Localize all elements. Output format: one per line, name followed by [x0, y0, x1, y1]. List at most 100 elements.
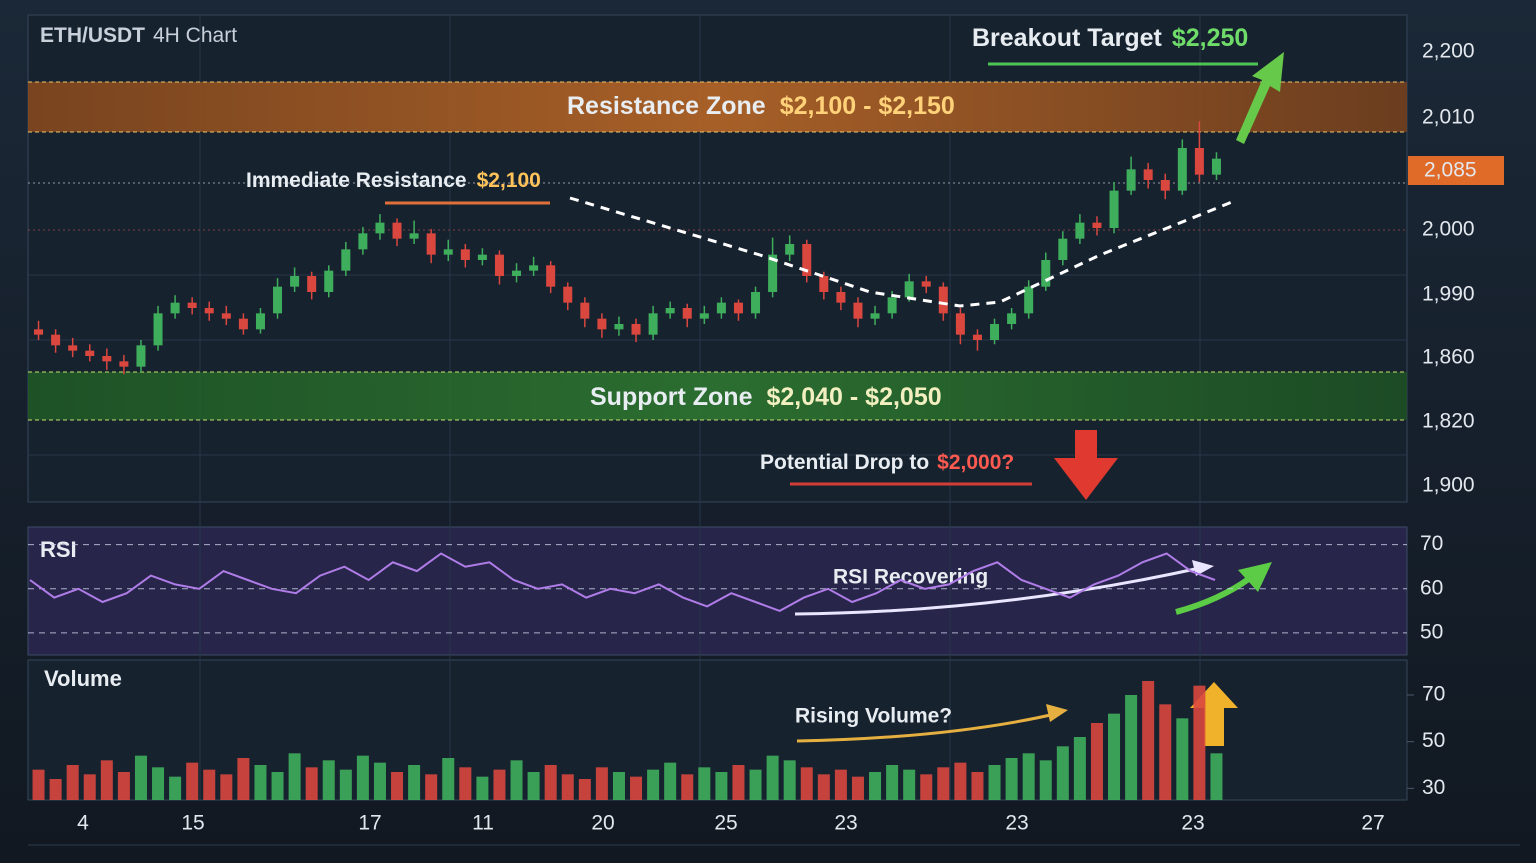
volume-annotation: Rising Volume?	[795, 705, 952, 728]
volume-bar	[595, 767, 608, 800]
volume-bar	[1159, 704, 1172, 800]
volume-bar	[237, 758, 250, 800]
price-label: 1,900	[1422, 474, 1475, 497]
volume-bar	[305, 767, 318, 800]
volume-bar	[988, 765, 1001, 800]
rsi-green-arrow-head	[1238, 562, 1272, 592]
candle-body	[204, 308, 214, 314]
support-label: Support Zone	[590, 383, 753, 411]
resistance-annotation: Resistance Zone $2,100 - $2,150	[567, 92, 955, 120]
volume-bar	[152, 767, 165, 800]
volume-bar	[1022, 753, 1035, 800]
volume-bar	[203, 769, 216, 800]
price-label: 2,010	[1422, 106, 1475, 129]
volume-bar	[1056, 746, 1069, 800]
candle-body	[153, 313, 163, 346]
price-label: 1,860	[1422, 346, 1475, 369]
price-label: 1,990	[1422, 283, 1475, 306]
volume-bar	[373, 762, 386, 800]
candle-body	[1024, 286, 1034, 314]
candle-body	[733, 302, 743, 314]
volume-bar	[32, 769, 45, 800]
candle-body	[597, 318, 607, 330]
volume-bar	[288, 753, 301, 800]
volume-tick-label: 70	[1422, 683, 1445, 706]
volume-bar	[134, 755, 147, 800]
candle-body	[290, 276, 300, 287]
volume-bar	[1176, 718, 1189, 800]
current-price-tag	[1408, 156, 1504, 185]
volume-bar	[254, 765, 267, 800]
candle-body	[273, 286, 283, 314]
candle-body	[1160, 180, 1170, 191]
volume-bar	[783, 760, 796, 800]
candle-body	[170, 302, 180, 314]
candle-body	[238, 318, 248, 330]
rsi-label: RSI	[40, 537, 77, 562]
volume-bar	[647, 769, 660, 800]
immediate-value: $2,100	[477, 169, 541, 192]
x-tick-label: 27	[1361, 812, 1384, 835]
volume-bar	[1142, 681, 1155, 800]
volume-bar	[920, 774, 933, 800]
candle-body	[648, 313, 658, 335]
drop-value: $2,000?	[937, 451, 1014, 474]
volume-bar	[817, 774, 830, 800]
candle-body	[631, 324, 641, 335]
price-label: 1,820	[1422, 410, 1475, 433]
candle-body	[477, 254, 487, 260]
title: ETH/USDT 4H Chart	[40, 24, 237, 47]
candle-body	[68, 345, 78, 351]
volume-bar	[1090, 723, 1103, 800]
x-tick-label: 17	[358, 812, 381, 835]
volume-bar	[664, 762, 677, 800]
volume-bar	[630, 776, 643, 800]
candle-body	[512, 270, 522, 276]
resistance-zone	[28, 82, 1407, 132]
rsi-annotation: RSI Recovering	[833, 566, 988, 589]
candle-body	[443, 249, 453, 255]
volume-bar	[612, 772, 625, 800]
candle-body	[426, 233, 436, 255]
price-label: 2,000	[1422, 218, 1475, 241]
up-arrow	[1236, 52, 1284, 144]
volume-bar	[1005, 758, 1018, 800]
volume-bar	[954, 762, 967, 800]
down-arrow	[1054, 430, 1118, 500]
candle-body	[665, 308, 675, 314]
candle-body	[85, 350, 95, 356]
candle-body	[1194, 148, 1204, 175]
candle-body	[1058, 238, 1068, 260]
volume-bar	[1125, 695, 1138, 800]
candle-body	[1211, 158, 1221, 175]
candle-body	[614, 324, 624, 330]
trend-line	[569, 196, 1233, 308]
volume-bar	[66, 765, 79, 800]
volume-bar	[442, 758, 455, 800]
volume-bar	[937, 767, 950, 800]
candle-body	[546, 265, 556, 287]
candle-body	[392, 222, 402, 239]
x-tick-label: 15	[181, 812, 204, 835]
breakout-annotation: Breakout Target $2,250	[972, 24, 1248, 52]
volume-bar	[732, 765, 745, 800]
candle-body	[972, 334, 982, 340]
resistance-label: Resistance Zone	[567, 92, 766, 120]
candle-body	[51, 334, 61, 346]
candle-body	[785, 244, 795, 255]
candle-body	[529, 265, 539, 271]
candle-body	[870, 313, 880, 319]
volume-bar	[1039, 760, 1052, 800]
volume-bar	[578, 779, 591, 800]
candle-body	[563, 286, 573, 303]
price-label: 2,200	[1422, 40, 1475, 63]
support-value: $2,040 - $2,050	[766, 383, 941, 411]
x-tick-label: 25	[714, 812, 737, 835]
subtitle: 4H Chart	[153, 24, 237, 47]
candle-body	[34, 329, 44, 335]
volume-bar	[1210, 753, 1223, 800]
breakout-label: Breakout Target	[972, 24, 1163, 52]
candle-body	[409, 233, 419, 239]
volume-tick-label: 30	[1422, 776, 1445, 799]
